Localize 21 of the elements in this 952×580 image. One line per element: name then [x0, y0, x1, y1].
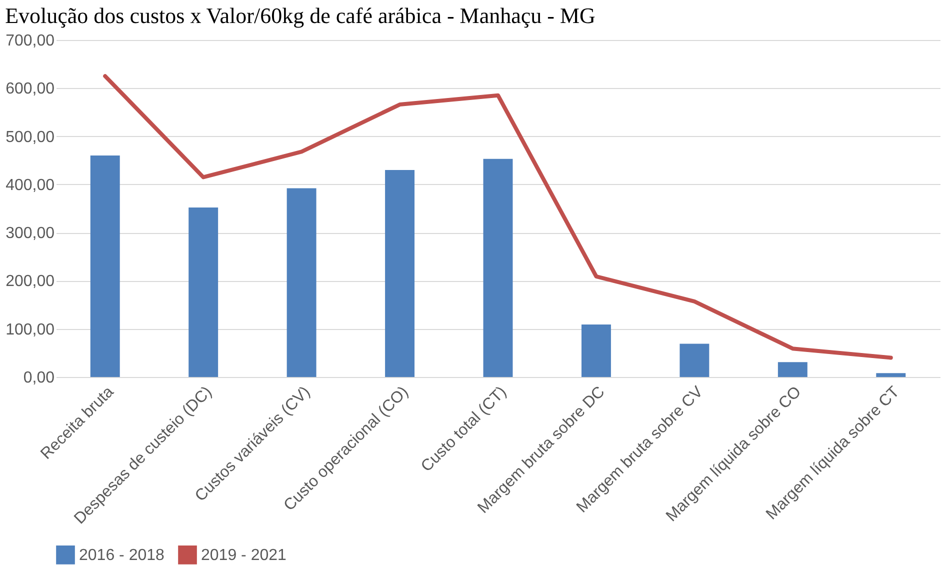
y-tick-label: 200,00: [6, 273, 55, 290]
line-series: [103, 74, 893, 360]
bar: [483, 158, 513, 377]
bar: [90, 156, 120, 377]
y-tick-label: 300,00: [6, 225, 55, 242]
legend-label: 2019 - 2021: [201, 546, 287, 564]
legend-label: 2016 - 2018: [79, 546, 165, 564]
bar: [188, 208, 218, 377]
y-tick-label: 700,00: [6, 32, 55, 50]
y-tick-label: 0,00: [23, 370, 55, 386]
bar: [680, 344, 710, 377]
y-tick-label: 400,00: [6, 176, 55, 194]
y-tick-label: 100,00: [6, 321, 55, 338]
bar: [385, 170, 415, 377]
bar: [778, 362, 808, 377]
chart-title: Evolução dos custos x Valor/60kg de café arábica - Manhaçu - MG: [5, 3, 596, 28]
bar: [581, 324, 611, 377]
y-tick-label: 500,00: [6, 128, 55, 146]
y-tick-label: 600,00: [6, 80, 55, 98]
bar: [286, 188, 316, 377]
bar: [876, 373, 906, 377]
